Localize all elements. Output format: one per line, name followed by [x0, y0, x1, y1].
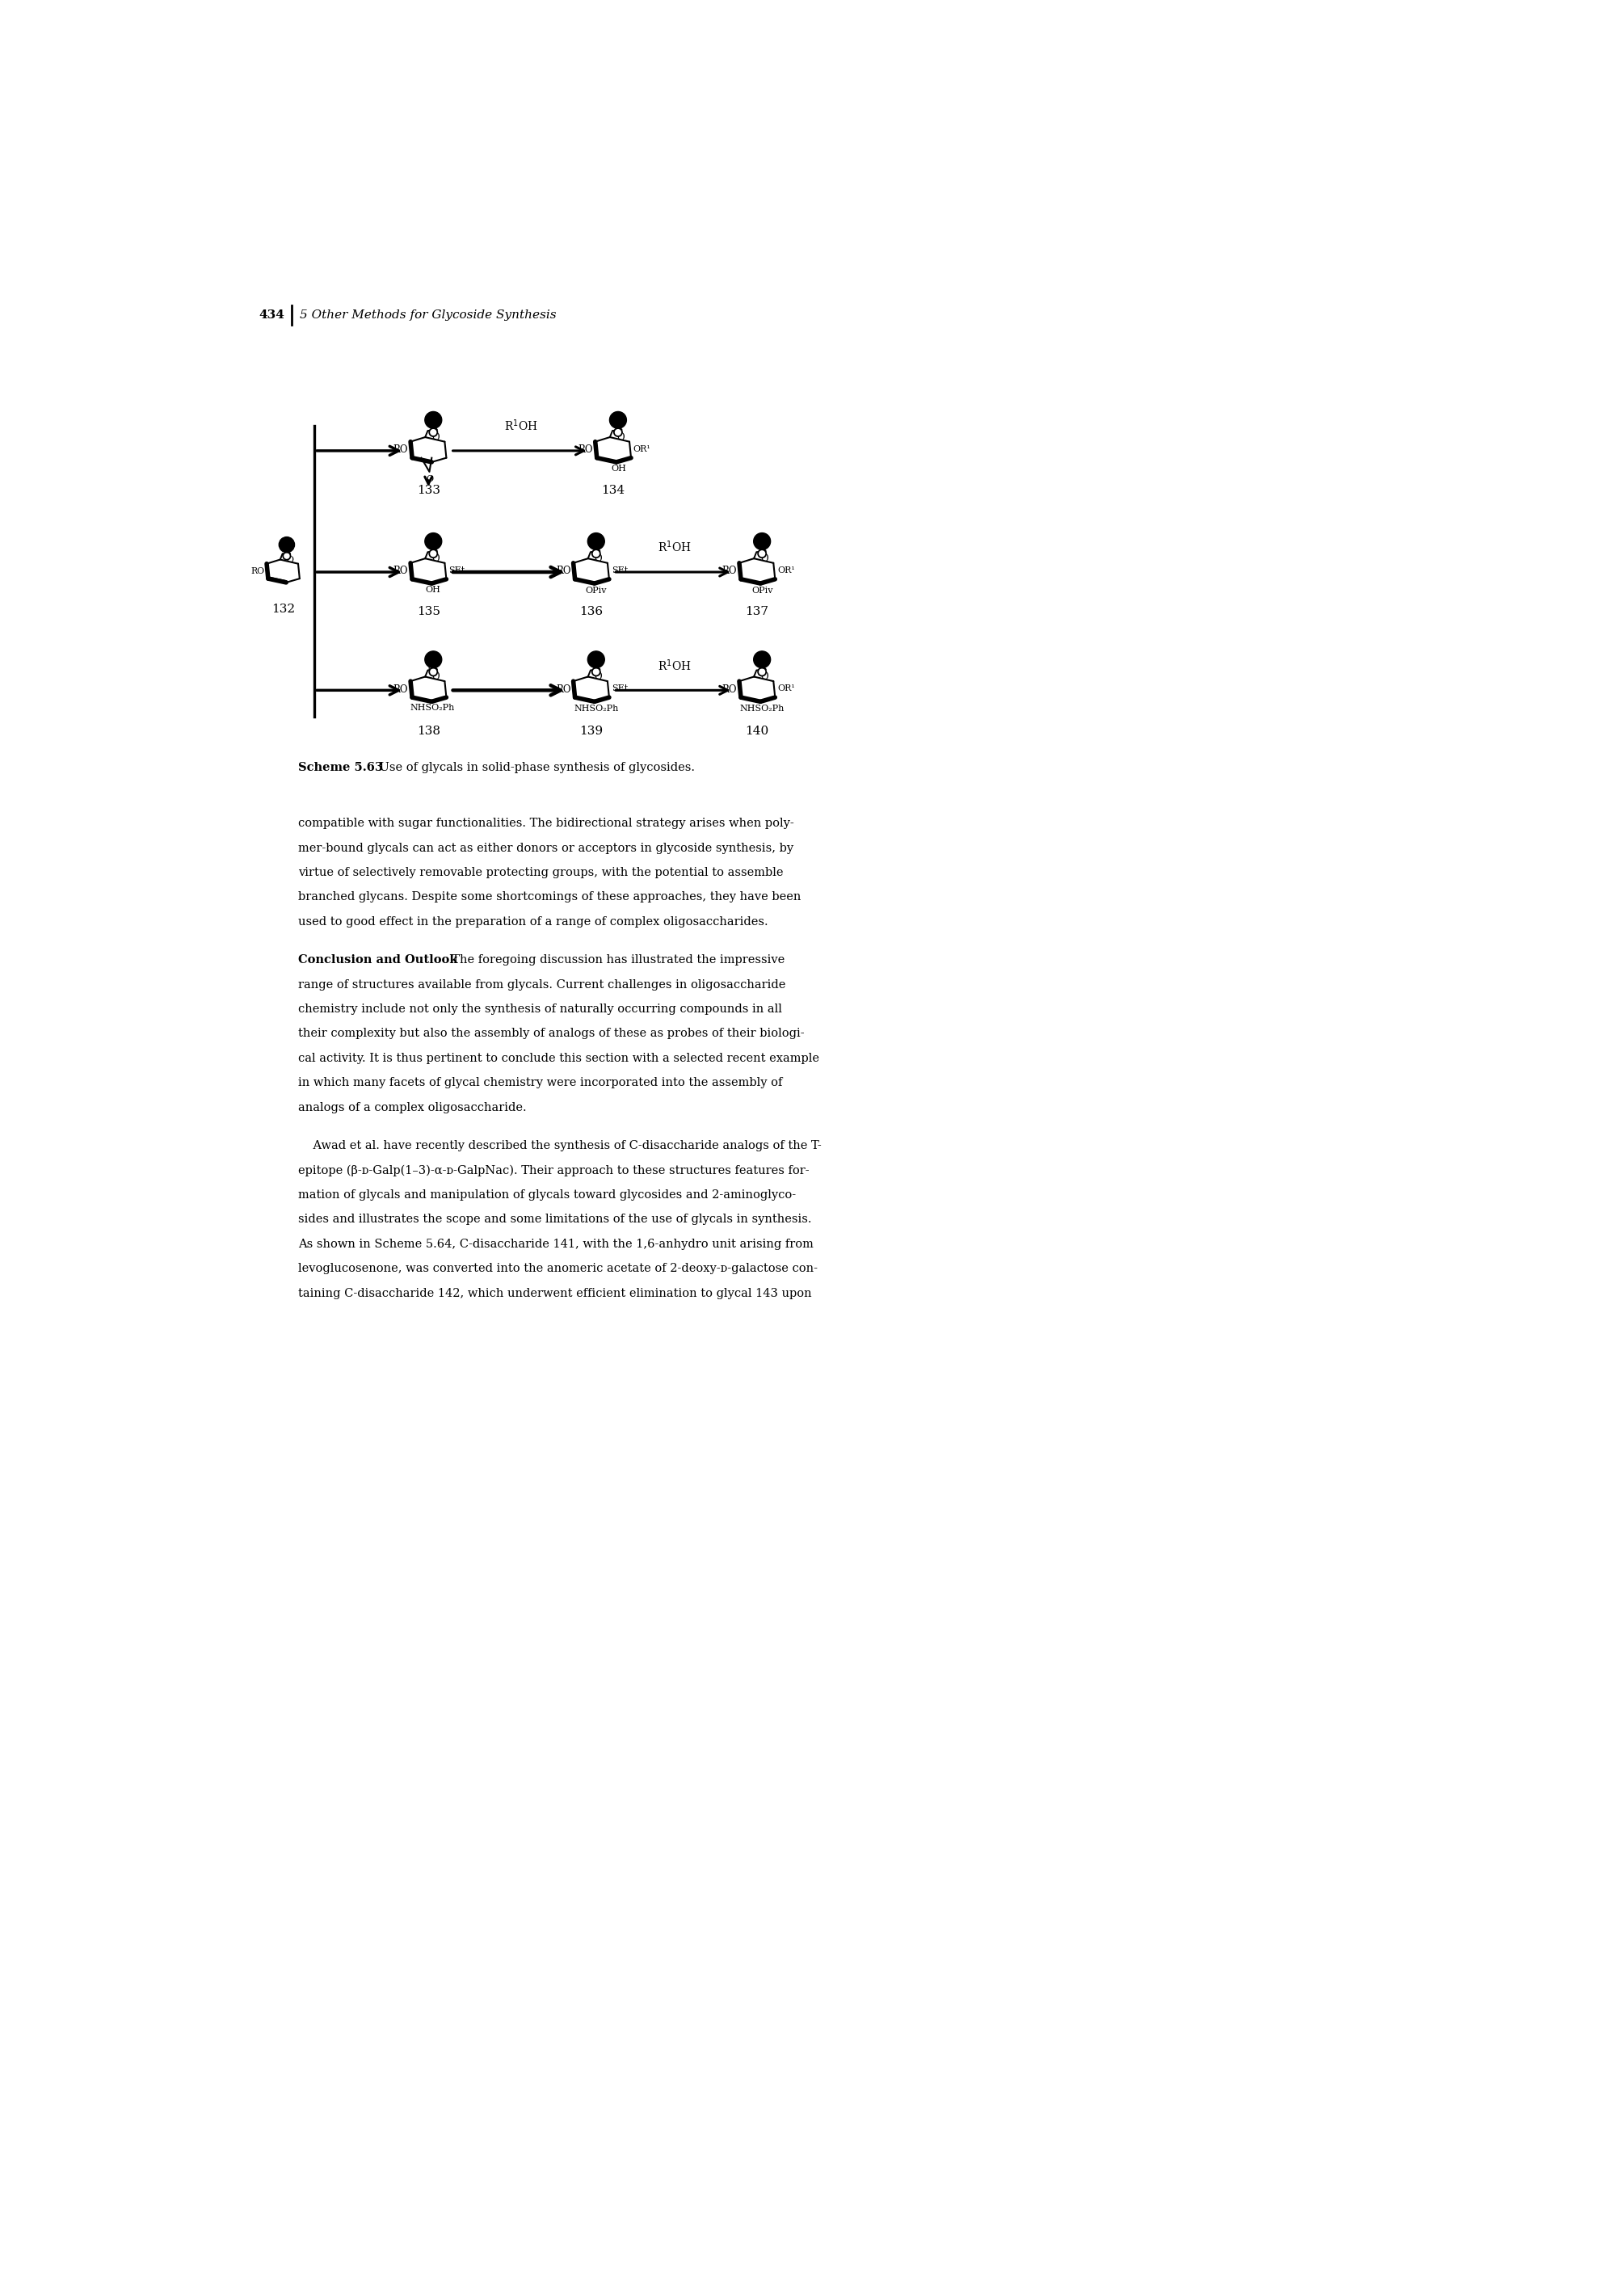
Text: R$^1$OH: R$^1$OH — [503, 419, 538, 433]
Text: branched glycans. Despite some shortcomings of these approaches, they have been: branched glycans. Despite some shortcomi… — [299, 890, 801, 902]
Text: OH: OH — [425, 586, 442, 593]
Text: OH: OH — [611, 465, 627, 472]
Circle shape — [588, 650, 604, 668]
Text: O: O — [425, 476, 434, 483]
Text: Awad et al. have recently described the synthesis of C-disaccharide analogs of t: Awad et al. have recently described the … — [299, 1140, 822, 1151]
Text: O: O — [760, 554, 768, 563]
Text: O: O — [432, 433, 440, 442]
Text: As shown in Scheme 5.64, C-disaccharide 141, with the 1,6-anhydro unit arising f: As shown in Scheme 5.64, C-disaccharide … — [299, 1238, 814, 1250]
Text: 133: 133 — [417, 485, 440, 497]
Text: RO: RO — [723, 565, 737, 577]
Circle shape — [758, 668, 767, 675]
Circle shape — [283, 552, 291, 561]
Text: 138: 138 — [417, 726, 440, 737]
Text: O: O — [617, 433, 624, 442]
Text: in which many facets of glycal chemistry were incorporated into the assembly of: in which many facets of glycal chemistry… — [299, 1078, 783, 1090]
Circle shape — [593, 668, 601, 675]
Text: 134: 134 — [601, 485, 625, 497]
Circle shape — [754, 533, 770, 549]
Text: RO: RO — [555, 565, 572, 577]
Circle shape — [425, 412, 442, 428]
Text: RO: RO — [393, 684, 408, 694]
Circle shape — [279, 538, 294, 552]
Text: The foregoing discussion has illustrated the impressive: The foregoing discussion has illustrated… — [445, 955, 784, 966]
Text: 135: 135 — [417, 607, 440, 618]
Text: O: O — [286, 556, 294, 563]
Text: OPiv: OPiv — [752, 586, 773, 595]
Text: mation of glycals and manipulation of glycals toward glycosides and 2-aminoglyco: mation of glycals and manipulation of gl… — [299, 1190, 796, 1199]
Circle shape — [593, 549, 601, 559]
Text: 137: 137 — [745, 607, 768, 618]
Text: O: O — [432, 554, 440, 563]
Text: virtue of selectively removable protecting groups, with the potential to assembl: virtue of selectively removable protecti… — [299, 868, 783, 879]
Text: RO: RO — [393, 444, 408, 456]
Text: Conclusion and Outlook: Conclusion and Outlook — [299, 955, 458, 966]
Text: RO: RO — [393, 565, 408, 577]
Circle shape — [609, 412, 627, 428]
Text: O: O — [594, 554, 603, 563]
Circle shape — [429, 668, 437, 675]
Text: Scheme 5.63: Scheme 5.63 — [299, 762, 383, 774]
Text: compatible with sugar functionalities. The bidirectional strategy arises when po: compatible with sugar functionalities. T… — [299, 817, 794, 829]
Text: Use of glycals in solid-phase synthesis of glycosides.: Use of glycals in solid-phase synthesis … — [375, 762, 695, 774]
Circle shape — [754, 650, 770, 668]
Text: O: O — [432, 671, 440, 682]
Text: RO: RO — [250, 568, 265, 575]
Circle shape — [614, 428, 622, 437]
Text: NHSO₂Ph: NHSO₂Ph — [409, 703, 455, 712]
Text: RO: RO — [723, 684, 737, 694]
Text: mer-bound glycals can act as either donors or acceptors in glycoside synthesis, : mer-bound glycals can act as either dono… — [299, 842, 794, 854]
Text: OR¹: OR¹ — [778, 565, 794, 575]
Text: SEt: SEt — [448, 565, 464, 575]
Text: RO: RO — [578, 444, 593, 456]
Text: O: O — [594, 671, 603, 682]
Text: SEt: SEt — [611, 684, 628, 694]
Text: NHSO₂Ph: NHSO₂Ph — [739, 705, 784, 712]
Text: SEt: SEt — [611, 565, 628, 575]
Text: NHSO₂Ph: NHSO₂Ph — [573, 705, 619, 712]
Text: analogs of a complex oligosaccharide.: analogs of a complex oligosaccharide. — [299, 1101, 526, 1112]
Text: 132: 132 — [271, 604, 296, 616]
Circle shape — [425, 533, 442, 549]
Text: taining C-disaccharide 142, which underwent efficient elimination to glycal 143 : taining C-disaccharide 142, which underw… — [299, 1286, 812, 1298]
Text: OR¹: OR¹ — [633, 444, 651, 453]
Text: range of structures available from glycals. Current challenges in oligosaccharid: range of structures available from glyca… — [299, 980, 786, 991]
Text: their complexity but also the assembly of analogs of these as probes of their bi: their complexity but also the assembly o… — [299, 1028, 804, 1039]
Text: I: I — [427, 664, 430, 673]
Text: cal activity. It is thus pertinent to conclude this section with a selected rece: cal activity. It is thus pertinent to co… — [299, 1053, 820, 1064]
Text: R$^1$OH: R$^1$OH — [658, 540, 692, 554]
Text: 136: 136 — [580, 607, 603, 618]
Text: 434: 434 — [258, 309, 284, 320]
Text: O: O — [760, 671, 768, 682]
Circle shape — [588, 533, 604, 549]
Text: OR¹: OR¹ — [778, 684, 794, 694]
Text: used to good effect in the preparation of a range of complex oligosaccharides.: used to good effect in the preparation o… — [299, 916, 768, 927]
Text: OPiv: OPiv — [585, 586, 607, 595]
Text: 139: 139 — [580, 726, 603, 737]
Circle shape — [429, 549, 437, 559]
Text: levoglucosenone, was converted into the anomeric acetate of 2-deoxy-ᴅ-galactose : levoglucosenone, was converted into the … — [299, 1264, 818, 1275]
Text: R$^1$OH: R$^1$OH — [658, 657, 692, 673]
Text: 5 Other Methods for Glycoside Synthesis: 5 Other Methods for Glycoside Synthesis — [300, 309, 557, 320]
Text: sides and illustrates the scope and some limitations of the use of glycals in sy: sides and illustrates the scope and some… — [299, 1213, 812, 1225]
Text: chemistry include not only the synthesis of naturally occurring compounds in all: chemistry include not only the synthesis… — [299, 1003, 783, 1014]
Circle shape — [758, 549, 767, 559]
Text: epitope (β-ᴅ-Galp(1–3)-α-ᴅ-GalpNac). Their approach to these structures features: epitope (β-ᴅ-Galp(1–3)-α-ᴅ-GalpNac). The… — [299, 1165, 809, 1177]
Text: 140: 140 — [745, 726, 770, 737]
Text: RO: RO — [555, 684, 572, 694]
Circle shape — [429, 428, 437, 437]
Circle shape — [425, 650, 442, 668]
